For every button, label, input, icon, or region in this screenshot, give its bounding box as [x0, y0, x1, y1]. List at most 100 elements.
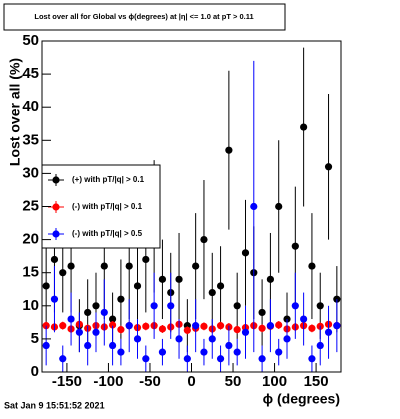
y-tick-label: 5: [31, 330, 39, 347]
point: [308, 355, 316, 363]
chart-title: Lost over all for Global vs ϕ(degrees) a…: [34, 12, 253, 21]
point: [258, 355, 266, 363]
x-tick-label: -150: [52, 373, 82, 390]
y-tick-label: 15: [22, 264, 39, 281]
point: [308, 324, 316, 332]
point: [308, 262, 316, 270]
point: [133, 335, 142, 343]
point: [291, 242, 299, 250]
point: [300, 123, 308, 131]
point: [208, 288, 216, 297]
y-tick-label: 10: [22, 297, 39, 314]
y-tick-label: 25: [22, 197, 39, 214]
y-tick-label: 45: [22, 65, 39, 82]
point: [92, 302, 100, 310]
point: [333, 322, 341, 330]
title-box: [3, 3, 286, 31]
y-tick-label: 50: [22, 32, 39, 49]
point: [200, 322, 208, 330]
point: [75, 328, 83, 336]
point: [233, 348, 241, 356]
point: [316, 302, 324, 310]
legend-label: (+) with pT/|q| > 0.1: [72, 175, 145, 184]
x-axis-label: ϕ (degrees): [263, 391, 340, 407]
y-tick-label: 40: [22, 98, 39, 115]
point: [117, 326, 125, 334]
point: [59, 322, 67, 330]
x-tick-label: 50: [225, 373, 242, 390]
point: [50, 295, 59, 303]
point: [225, 146, 233, 154]
timestamp: Sat Jan 9 15:51:52 2021: [4, 400, 105, 410]
point: [241, 328, 250, 336]
point: [125, 262, 133, 270]
point: [192, 322, 200, 330]
point: [291, 302, 299, 310]
point: [42, 282, 50, 290]
y-tick-label: 0: [31, 363, 39, 380]
point: [200, 348, 208, 356]
point: [216, 322, 225, 330]
point: [275, 348, 283, 356]
point: [117, 348, 125, 356]
point: [167, 302, 175, 310]
point: [142, 322, 150, 330]
point: [266, 275, 275, 283]
legend-marker: [52, 230, 60, 238]
legend-label: (-) with pT/|q| > 0.5: [72, 229, 143, 238]
point: [100, 262, 108, 270]
point: [300, 315, 308, 323]
point: [142, 355, 150, 363]
x-tick-label: 150: [304, 373, 329, 390]
point: [50, 255, 59, 264]
y-tick-label: 35: [22, 131, 39, 148]
legend-marker: [52, 176, 60, 184]
y-tick-label: 30: [22, 164, 39, 181]
point: [233, 326, 241, 334]
plot-area: [42, 47, 341, 372]
point: [108, 341, 117, 350]
point: [275, 321, 283, 329]
point: [108, 321, 117, 329]
legend-label: (-) with pT/|q| > 0.1: [72, 202, 143, 211]
point: [258, 308, 266, 317]
point: [316, 341, 324, 350]
x-tick-label: 0: [187, 373, 195, 390]
point: [59, 269, 67, 277]
point: [283, 335, 291, 343]
point: [175, 275, 183, 283]
point: [258, 324, 266, 332]
point: [125, 322, 133, 330]
point: [208, 335, 216, 343]
x-tick-label: -50: [139, 373, 161, 390]
point: [183, 355, 191, 363]
point: [59, 355, 67, 363]
point: [84, 308, 92, 317]
point: [67, 315, 75, 323]
point: [275, 202, 283, 211]
point: [100, 308, 108, 317]
x-tick-label: -100: [93, 373, 123, 390]
point: [67, 262, 75, 270]
point: [250, 202, 258, 211]
y-axis-label: Lost over all (%): [7, 58, 23, 166]
legend-marker: [52, 203, 60, 211]
point: [233, 302, 241, 310]
point: [158, 275, 167, 283]
x-tick-label: 100: [262, 373, 287, 390]
point: [158, 325, 167, 333]
point: [266, 322, 275, 330]
point: [200, 236, 208, 244]
point: [216, 355, 225, 363]
point: [324, 163, 333, 171]
point: [192, 262, 200, 270]
point: [108, 315, 117, 323]
point: [117, 295, 125, 303]
point: [175, 335, 183, 343]
point: [216, 282, 225, 290]
point: [241, 249, 250, 257]
point: [150, 302, 158, 310]
point: [158, 348, 167, 356]
point: [92, 328, 100, 336]
